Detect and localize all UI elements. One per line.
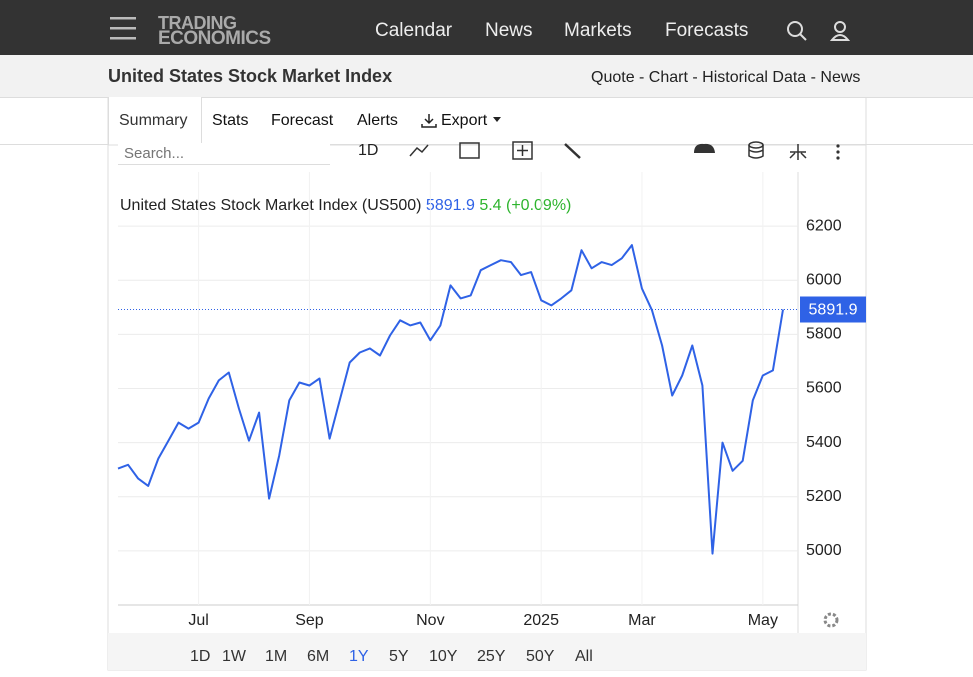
y-tick-label: 5800 [806, 326, 842, 343]
chart-frame [107, 144, 867, 671]
legend-value: 5891.9 [426, 197, 475, 214]
logo[interactable]: TRADING [158, 13, 237, 33]
range-button[interactable]: 6M [307, 648, 330, 665]
tab[interactable]: Forecast [271, 112, 334, 129]
tab[interactable]: Summary [119, 112, 188, 129]
range-button[interactable]: All [575, 648, 593, 665]
range-bar: 1D 1W 1M 6M 1Y 5Y 10Y 25Y 50Y All [108, 633, 866, 670]
y-tick-label: 5200 [806, 488, 842, 505]
nav-item[interactable]: Calendar [375, 20, 453, 41]
tab[interactable]: Alerts [357, 112, 398, 129]
add-icon-plus [517, 145, 528, 156]
legend: United States Stock Market Index (US500)… [120, 197, 571, 214]
add-icon[interactable] [512, 141, 533, 160]
fullscreen-icon[interactable] [789, 144, 807, 160]
range-button[interactable]: 1M [265, 648, 288, 665]
legend-title: United States Stock Market Index (US500) [120, 197, 421, 214]
top-nav: TRADING ECONOMICS Calendar News Markets … [0, 0, 973, 55]
x-tick-label: Nov [416, 612, 444, 629]
range-button[interactable]: 1Y [349, 648, 369, 665]
y-tick-label: 5000 [806, 542, 842, 559]
y-tick-label: 6200 [806, 217, 842, 234]
tools-icon[interactable] [564, 143, 581, 159]
range-button[interactable]: 5Y [389, 648, 409, 665]
y-tick-label: 5400 [806, 434, 842, 451]
data-icon-body [748, 145, 764, 159]
search-input[interactable] [118, 143, 330, 165]
search-icon[interactable] [786, 20, 808, 42]
active-tab-box [108, 97, 202, 145]
download-icon[interactable] [694, 143, 715, 153]
interval-button[interactable]: 1D [358, 142, 378, 159]
last-value-label: 5891.9 [809, 302, 858, 319]
range-button[interactable]: 1D [190, 648, 211, 665]
caret [493, 117, 501, 122]
settings-icon[interactable] [823, 612, 839, 628]
page-title: United States Stock Market Index [108, 66, 393, 86]
range-button[interactable]: 25Y [477, 648, 506, 665]
nav-item[interactable]: News [485, 20, 533, 41]
calendar-icon[interactable] [459, 142, 480, 159]
line-type-icon[interactable] [409, 144, 429, 157]
x-tick-label: May [748, 612, 778, 629]
last-value-box [800, 296, 866, 323]
nav-item[interactable]: Forecasts [665, 20, 749, 41]
user-icon[interactable] [830, 20, 850, 42]
y-tick-label: 6000 [806, 271, 842, 288]
y-tick-label: 5600 [806, 380, 842, 397]
x-tick-label: Sep [295, 612, 324, 629]
tab[interactable]: Stats [212, 112, 249, 129]
range-button[interactable]: 1W [222, 648, 246, 665]
range-button[interactable]: 10Y [429, 648, 458, 665]
menu-icon[interactable] [108, 16, 138, 42]
nav-item[interactable]: Markets [564, 20, 632, 41]
export-icon [421, 114, 437, 128]
more-icon-dot [836, 150, 840, 154]
x-tick-label: Mar [628, 612, 656, 629]
more-icon[interactable] [836, 144, 840, 148]
x-tick-label: Jul [188, 612, 208, 629]
header-links[interactable]: Quote - Chart - Historical Data - News [591, 69, 861, 86]
price-line [117, 244, 784, 555]
tab[interactable]: Export [441, 112, 488, 129]
range-button[interactable]: 50Y [526, 648, 555, 665]
title-bar: United States Stock Market Index Quote -… [0, 55, 973, 98]
x-tick-label: 2025 [523, 612, 559, 629]
more-icon-dot [836, 156, 840, 160]
logo[interactable]: ECONOMICS [158, 28, 271, 49]
legend-change: 5.4 (+0.09%) [479, 197, 571, 214]
